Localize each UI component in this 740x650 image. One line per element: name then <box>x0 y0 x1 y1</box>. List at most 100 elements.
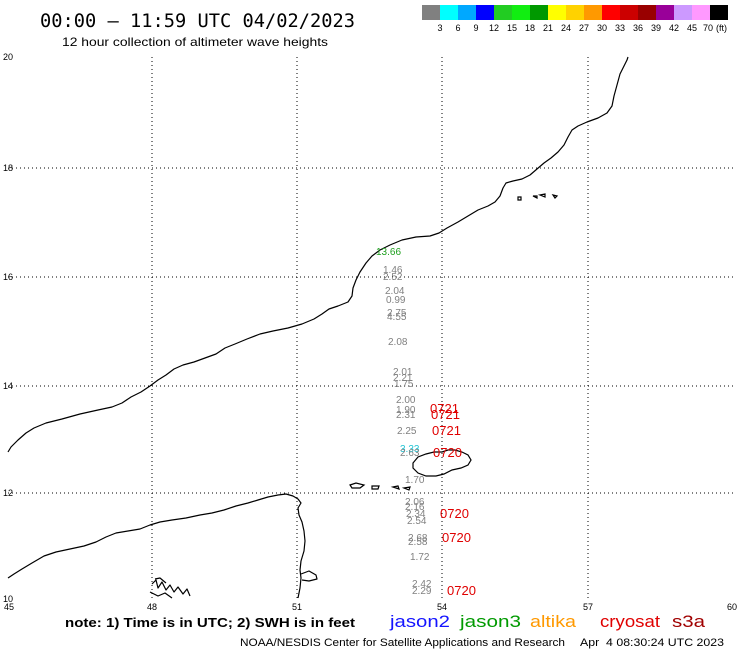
scale-label: 18 <box>525 23 535 33</box>
legend-satellite-s3a: s3a <box>672 612 706 631</box>
swh-label: 2.52 <box>383 272 403 283</box>
scale-label: 39 <box>651 23 661 33</box>
swh-label: 2.75 <box>387 308 407 319</box>
lat-label: 16 <box>3 272 13 282</box>
legend-note: note: 1) Time is in UTC; 2) SWH is in fe… <box>65 615 356 630</box>
lon-label: 60 <box>727 602 737 612</box>
page-subtitle: 12 hour collection of altimeter wave hei… <box>62 35 328 49</box>
swh-label: 1.75 <box>394 379 414 390</box>
footer-credit: NOAA/NESDIS Center for Satellite Applica… <box>240 637 565 649</box>
lat-label: 12 <box>3 488 13 498</box>
swh-label: 3.33 <box>400 444 420 455</box>
scale-swatch <box>530 5 548 20</box>
lon-label: 54 <box>437 602 447 612</box>
scale-swatch <box>422 5 440 20</box>
scale-label: 24 <box>561 23 571 33</box>
lon-label: 57 <box>583 602 593 612</box>
scale-swatch <box>440 5 458 20</box>
lat-label: 20 <box>3 52 13 62</box>
map-grid <box>8 57 733 600</box>
legend-satellite-altika: altika <box>530 612 577 631</box>
swh-label: 2.63 <box>400 448 420 459</box>
swh-label: 4.55 <box>387 312 407 323</box>
scale-swatch <box>458 5 476 20</box>
pass-time-label: 0721 <box>432 423 461 438</box>
scale-label: 12 <box>489 23 499 33</box>
swh-label: 1.70 <box>405 475 425 486</box>
coastline-arabian-peninsula <box>7 56 629 453</box>
swh-label: 1.90 <box>396 405 416 416</box>
swh-label: 2.08 <box>388 337 408 348</box>
pass-time-labels: 0721 0721 0721 0720 0720 0720 0720 <box>430 401 476 598</box>
lat-label: 14 <box>3 381 13 391</box>
island-socotra <box>412 449 472 477</box>
scale-label: 45 <box>687 23 697 33</box>
scale-swatch <box>602 5 620 20</box>
swh-label: 2.54 <box>407 516 427 527</box>
pass-time-label: 0721 <box>431 407 460 422</box>
swh-label: 0.99 <box>386 295 406 306</box>
scale-swatch <box>656 5 674 20</box>
legend-satellite-cryosat: cryosat <box>600 612 660 631</box>
swh-label: 2.16 <box>405 502 425 513</box>
scale-unit: (ft) <box>716 23 727 33</box>
swh-label: 2.00 <box>396 395 416 406</box>
coastlines <box>7 56 629 599</box>
lon-label: 45 <box>4 602 14 612</box>
lat-label: 18 <box>3 163 13 173</box>
swh-label: 2.68 <box>408 533 428 544</box>
satellite-legend: jason2 jason3 altika cryosat s3a <box>389 612 706 631</box>
scale-label: 9 <box>473 23 478 33</box>
pass-time-label: 0720 <box>442 530 471 545</box>
pass-time-label: 0720 <box>433 445 462 460</box>
lon-label: 48 <box>147 602 157 612</box>
islands-kuria-muria <box>517 193 559 201</box>
scale-swatch <box>638 5 656 20</box>
footer-timestamp: Apr 4 08:30:24 UTC 2023 <box>580 637 724 649</box>
scale-swatch <box>512 5 530 20</box>
swh-label: 13.66 <box>376 247 401 258</box>
scale-swatch <box>692 5 710 20</box>
scale-label: 15 <box>507 23 517 33</box>
swh-label: 2.34 <box>406 509 426 520</box>
swh-label: 1.46 <box>383 265 403 276</box>
pass-time-label: 0720 <box>447 583 476 598</box>
scale-label: 33 <box>615 23 625 33</box>
scale-label: 27 <box>579 23 589 33</box>
page-title: 00:00 – 11:59 UTC 04/02/2023 <box>40 10 355 32</box>
swh-label: 2.58 <box>408 537 428 548</box>
scale-swatch <box>494 5 512 20</box>
scale-swatch <box>548 5 566 20</box>
color-scale: 3 6 9 12 15 18 21 24 27 30 33 36 39 42 4… <box>422 5 728 33</box>
swh-label: 2.06 <box>405 497 425 508</box>
swh-label: 2.04 <box>385 286 405 297</box>
islands-abd-al-kuri <box>349 482 411 491</box>
lon-label: 51 <box>292 602 302 612</box>
scale-swatch <box>710 5 728 20</box>
scale-swatch <box>620 5 638 20</box>
legend-satellite-jason2: jason2 <box>389 612 450 631</box>
swh-labels: 13.66 1.46 2.52 2.04 0.99 2.75 4.55 2.08… <box>376 247 432 597</box>
coastline-hafun-peninsula <box>300 570 318 582</box>
scale-label: 3 <box>437 23 442 33</box>
swh-label: 1.72 <box>410 552 430 563</box>
coastline-somalia <box>7 493 306 599</box>
scale-label: 70 <box>703 23 713 33</box>
swh-label: 2.42 <box>412 579 432 590</box>
scale-label: 30 <box>597 23 607 33</box>
scale-swatch <box>674 5 692 20</box>
longitude-labels: 45 48 51 54 57 60 <box>4 602 737 612</box>
swh-label: 2.31 <box>396 410 416 421</box>
latitude-labels: 20 18 16 14 12 10 <box>3 52 13 604</box>
swh-label: 2.21 <box>393 373 413 384</box>
scale-swatch <box>476 5 494 20</box>
scale-label: 6 <box>455 23 460 33</box>
lat-label: 10 <box>3 594 13 604</box>
legend-satellite-jason3: jason3 <box>459 612 521 631</box>
pass-time-label: 0721 <box>430 401 459 416</box>
swh-label: 2.01 <box>393 367 413 378</box>
scale-label: 42 <box>669 23 679 33</box>
scale-swatch <box>584 5 602 20</box>
